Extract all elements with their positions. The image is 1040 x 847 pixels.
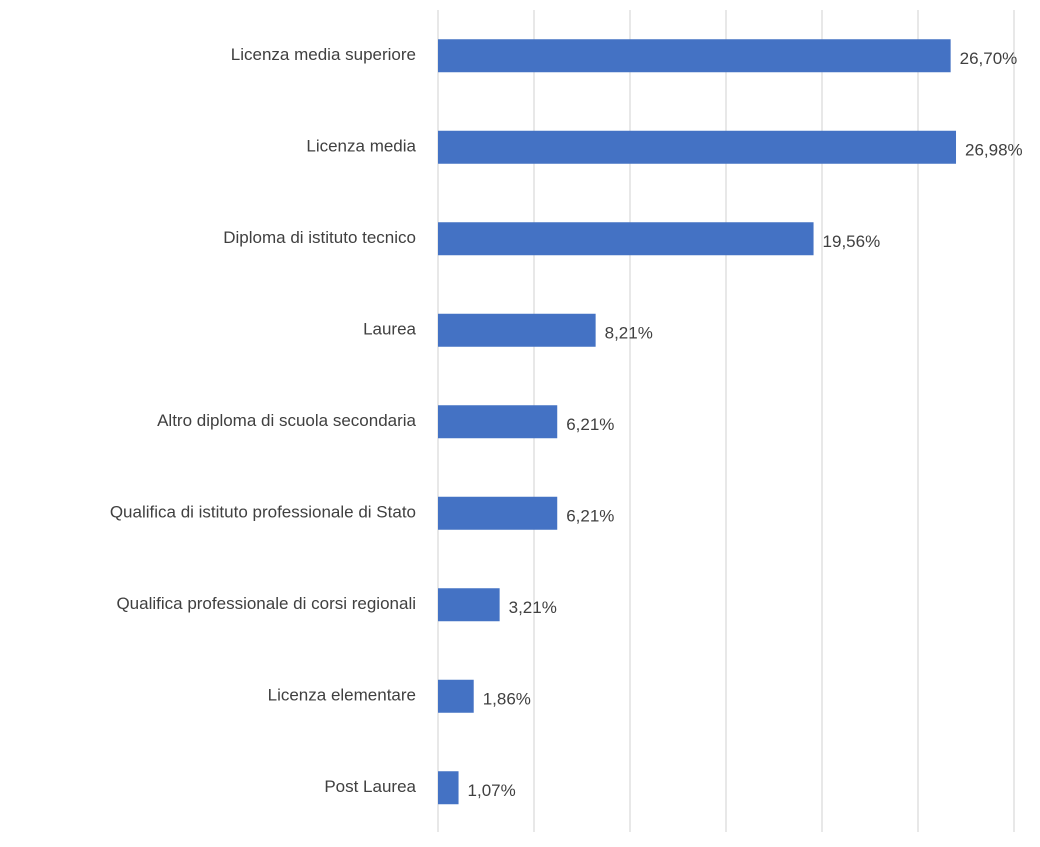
value-label: 26,98%	[965, 141, 1023, 160]
bar	[438, 771, 459, 805]
value-label: 6,21%	[566, 507, 614, 526]
bar	[438, 130, 957, 164]
category-label: Laurea	[363, 320, 416, 339]
value-label: 19,56%	[823, 232, 881, 251]
value-label: 6,21%	[566, 415, 614, 434]
bar	[438, 679, 474, 713]
value-label: 26,70%	[960, 49, 1018, 68]
bar	[438, 588, 500, 622]
bars	[438, 39, 957, 805]
category-label: Post Laurea	[324, 777, 416, 796]
category-label: Licenza elementare	[268, 686, 416, 705]
category-label: Licenza media superiore	[231, 45, 416, 64]
bar	[438, 222, 814, 256]
value-label: 3,21%	[509, 598, 557, 617]
category-label: Qualifica di istituto professionale di S…	[110, 503, 416, 522]
bar	[438, 405, 558, 439]
category-label: Diploma di istituto tecnico	[223, 228, 416, 247]
bar	[438, 496, 558, 530]
bar	[438, 39, 951, 73]
bar	[438, 313, 596, 347]
value-label: 1,86%	[483, 690, 531, 709]
category-label: Licenza media	[306, 137, 416, 156]
value-label: 1,07%	[468, 781, 516, 800]
value-label: 8,21%	[605, 324, 653, 343]
labels: Licenza media superiore 26,70% Licenza med…	[110, 45, 1023, 800]
category-label: Qualifica professionale di corsi regiona…	[116, 594, 416, 613]
category-label: Altro diploma di scuola secondaria	[157, 411, 416, 430]
